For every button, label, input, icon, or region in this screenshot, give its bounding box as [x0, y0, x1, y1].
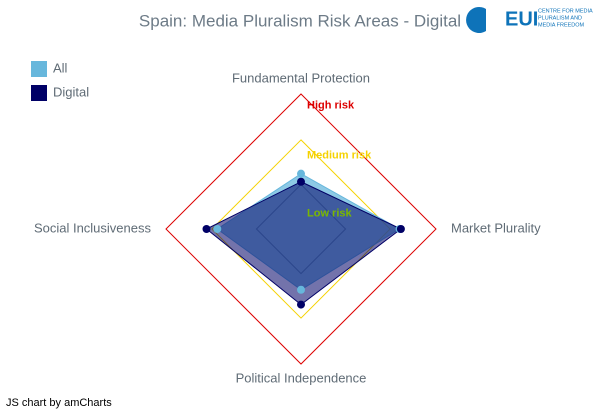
- category-label: Market Plurality: [451, 220, 541, 235]
- legend-label: Digital: [53, 84, 89, 99]
- logo-line: CENTRE FOR MEDIA: [538, 8, 593, 14]
- logo-line: MEDIA FREEDOM: [538, 22, 585, 28]
- band-outline: [211, 139, 391, 319]
- logo: EUI CENTRE FOR MEDIA PLURALISM AND MEDIA…: [466, 6, 593, 34]
- band-outline: [165, 93, 437, 365]
- bullet: [297, 300, 305, 309]
- logo-text: EUI: [505, 8, 538, 30]
- category-label: Fundamental Protection: [232, 70, 370, 85]
- legend-label: All: [53, 60, 68, 75]
- bullet: [202, 225, 211, 233]
- credit: JS chart by amCharts: [6, 397, 112, 409]
- bullet: [396, 225, 405, 233]
- category-label: Social Inclusiveness: [34, 220, 152, 235]
- bullet: [297, 285, 305, 294]
- series-area: [205, 181, 402, 306]
- band-label: Low risk: [307, 207, 353, 219]
- legend-swatch: [31, 61, 47, 77]
- band-label: Medium risk: [307, 149, 372, 161]
- chart-title: Spain: Media Pluralism Risk Areas - Digi…: [139, 11, 461, 30]
- logo-line: PLURALISM AND: [538, 15, 582, 21]
- bullet: [297, 169, 305, 178]
- logo-shape: [466, 6, 486, 34]
- bullet: [213, 225, 222, 233]
- bullet: [297, 177, 305, 186]
- legend-swatch: [31, 85, 47, 101]
- band-label: High risk: [307, 100, 355, 112]
- category-label: Political Independence: [236, 370, 367, 385]
